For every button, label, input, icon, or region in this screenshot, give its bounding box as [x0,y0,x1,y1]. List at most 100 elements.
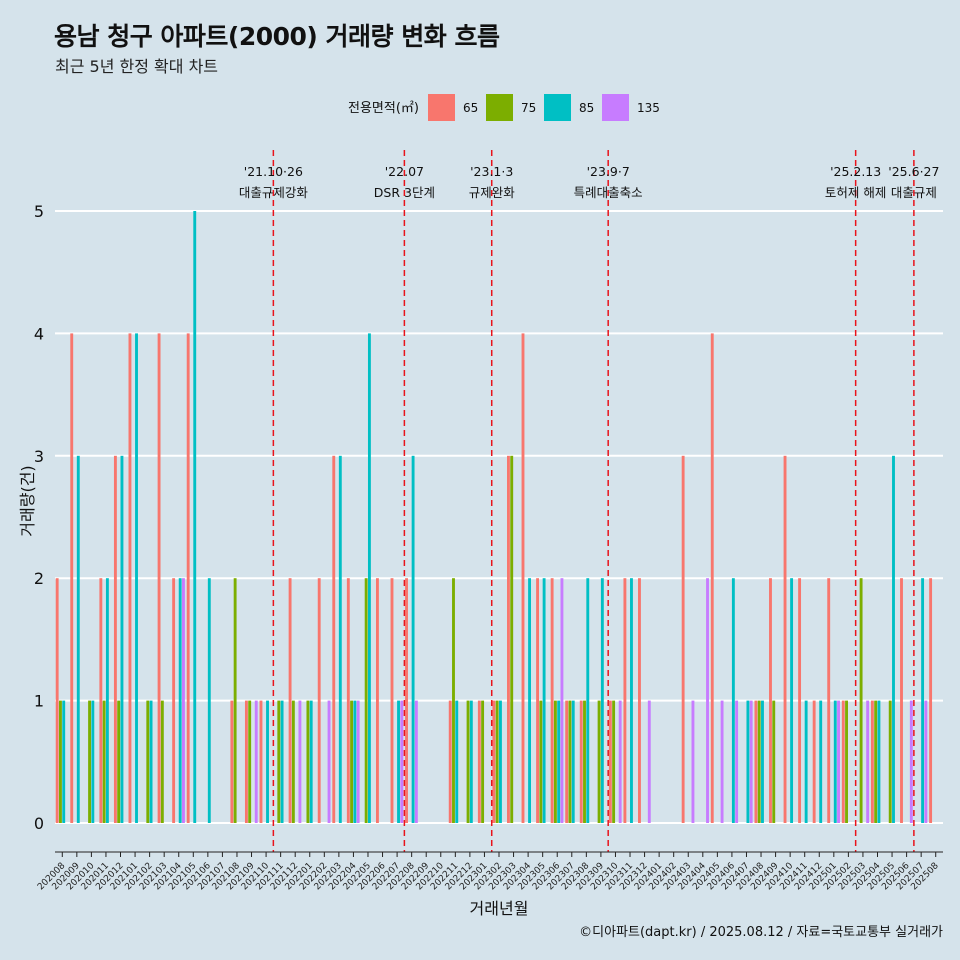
bar-65-202108 [230,700,234,823]
bar-85-202207 [397,700,400,823]
bar-135-202204 [356,700,360,823]
bar-65-202307 [565,700,569,823]
bar-75-202310 [612,700,616,823]
y-tick-label: 0 [34,814,44,833]
event-name-label: 대출규제강화 [239,185,309,200]
bar-85-202008 [62,700,66,823]
bar-85-202012 [120,455,124,823]
bar-65-202202 [317,578,321,823]
bar-65-202208 [405,578,408,823]
event-date-label: '23.9·7 [587,164,630,179]
bar-85-202211 [455,700,459,823]
bar-65-202305 [536,578,539,823]
bar-75-202309 [597,700,601,823]
bar-75-202503 [859,578,863,823]
bar-85-202305 [542,578,546,823]
chart-caption: ©디아파트(dapt.kr) / 2025.08.12 / 자료=국토교통부 실… [579,925,943,940]
bar-135-202407 [749,700,753,823]
y-tick-label: 2 [34,569,44,588]
bar-65-202312 [638,578,641,823]
chart-subtitle: 최근 5년 한정 확대 차트 [55,57,219,76]
bar-75-202205 [364,578,368,823]
bar-85-202505 [892,455,895,823]
bar-65-202412 [812,700,816,823]
bar-85-202311 [630,578,633,823]
bar-65-202109 [244,700,248,823]
bar-85-202205 [367,333,371,823]
bar-75-202204 [350,700,354,823]
chart-title: 용남 청구 아파트(2000) 거래량 변화 흐름 [54,22,500,51]
bar-135-202306 [560,578,564,823]
bar-65-202501 [827,578,831,823]
bar-65-202012 [113,455,117,823]
bar-75-202212 [466,700,470,823]
legend-swatch-65 [428,94,455,121]
bar-135-202112 [298,700,302,823]
bar-75-202305 [539,700,543,823]
bar-65-202203 [332,455,336,823]
bar-75-202112 [291,700,295,823]
bar-65-202302 [492,700,496,823]
bar-85-202507 [921,578,925,823]
bar-135-202109 [254,700,258,823]
legend-swatch-75 [486,94,513,121]
bar-85-202501 [833,700,837,823]
bar-75-202102 [146,700,150,823]
bar-75-202109 [248,700,252,823]
bar-135-202202 [327,700,331,823]
bar-85-202204 [353,700,357,823]
bar-85-202110 [266,700,269,823]
event-name-label: DSR 3단계 [374,185,435,200]
bar-85-202208 [411,455,415,823]
bar-65-202011 [99,578,103,823]
bar-65-202310 [608,700,612,823]
bar-65-202204 [346,578,350,823]
bar-65-202008 [55,578,59,823]
bar-85-202011 [105,578,109,823]
bar-65-202508 [929,578,933,823]
legend-label-75: 75 [521,101,536,115]
bar-65-202403 [681,455,685,823]
bar-85-202408 [761,700,764,823]
bar-75-202011 [102,700,106,823]
bar-75-202308 [583,700,586,823]
bar-135-202208 [414,700,418,823]
bar-65-202308 [579,700,583,823]
bar-75-202502 [845,700,848,823]
bar-85-202406 [731,578,735,823]
bar-65-202405 [710,333,714,823]
bar-65-202301 [477,700,481,823]
bar-65-202207 [390,578,394,823]
bar-85-202307 [571,700,575,823]
bar-75-202409 [772,700,776,823]
event-name-label: 특례대출축소 [574,185,643,200]
bar-85-202309 [600,578,604,823]
bar-65-202410 [783,455,787,823]
y-tick-label: 5 [34,202,44,221]
event-date-label: '21.10·26 [244,164,303,179]
bar-65-202303 [507,455,510,823]
legend-swatch-85 [544,94,571,121]
bar-85-202308 [586,578,590,823]
bar-65-202009 [70,333,74,823]
bar-135-202104 [182,578,185,823]
bar-85-202101 [135,333,138,823]
bar-75-202302 [495,700,499,823]
bar-75-202301 [481,700,485,823]
bar-85-202111 [280,700,284,823]
bar-85-202212 [469,700,473,823]
bar-85-202105 [193,211,197,823]
bar-85-202203 [338,455,342,823]
bar-65-202311 [623,578,627,823]
bar-65-202408 [754,700,758,823]
bar-65-202110 [259,700,263,823]
bar-65-202211 [448,700,452,823]
legend-label-135: 135 [637,101,660,115]
legend-label-65: 65 [463,101,478,115]
event-name-label: 토허제 해제 [825,185,886,200]
bar-135-202404 [706,578,709,823]
bar-135-202503 [866,700,870,823]
bar-75-202307 [568,700,572,823]
